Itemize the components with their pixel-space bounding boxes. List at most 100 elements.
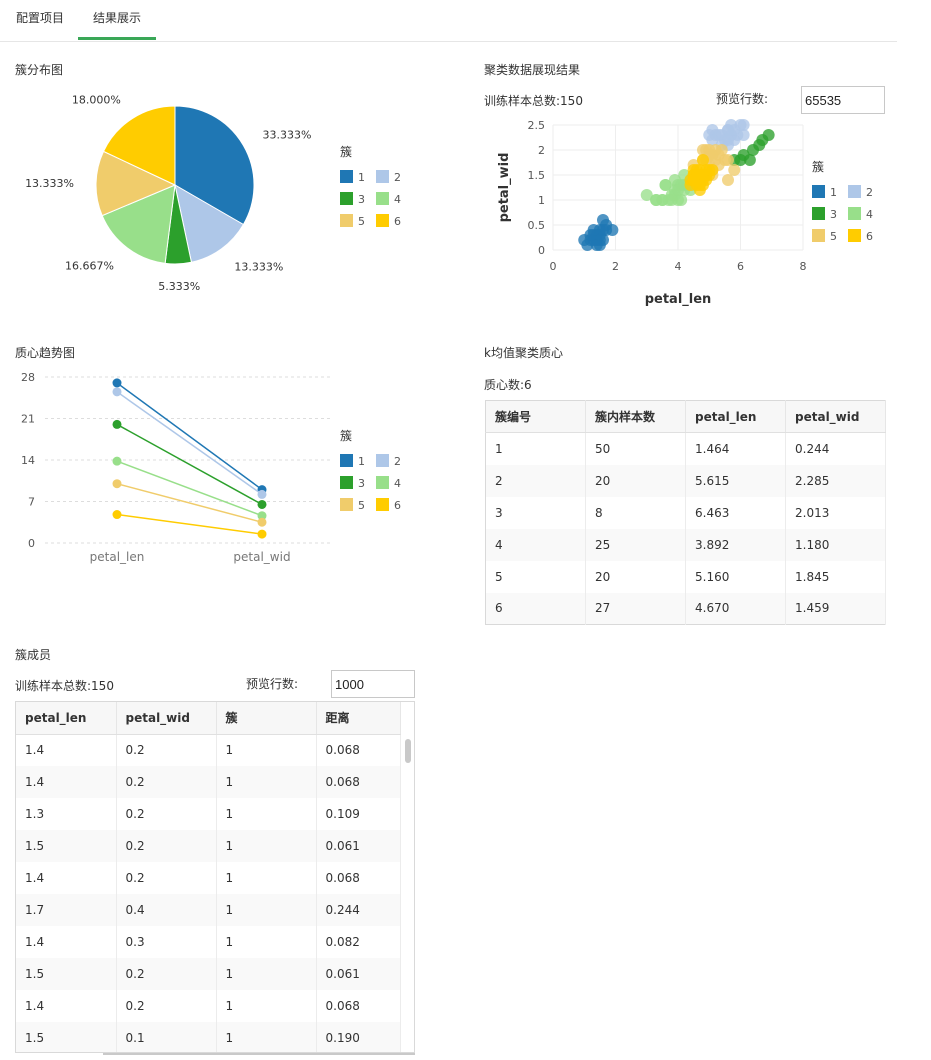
trend-xtick-label: petal_wid <box>233 550 290 564</box>
table-row[interactable]: 1.4 0.2 1 0.068 <box>16 862 401 894</box>
table-cell: 20 <box>585 560 686 593</box>
table-cell: 6.463 <box>685 496 786 529</box>
table-cell: 1.5 <box>16 830 117 862</box>
scatter-xtick-label: 8 <box>800 260 807 273</box>
scatter-preview-label: 预览行数: <box>716 92 769 106</box>
scatter-point-cluster-5 <box>728 164 741 176</box>
column-header[interactable]: 簇 <box>216 702 317 735</box>
table-row[interactable]: 1.4 0.2 1 0.068 <box>16 766 401 798</box>
trend-legend-label-5: 5 <box>358 499 365 512</box>
trend-legend-swatch-5 <box>340 498 353 511</box>
table-row[interactable]: 1.5 0.2 1 0.061 <box>16 958 401 990</box>
pie-slice-6 <box>102 105 176 186</box>
trend-ytick-label: 7 <box>28 496 35 509</box>
trend-line-cluster-3 <box>116 423 263 506</box>
scatter-sample-count: 训练样本总数:150 <box>484 94 583 108</box>
scatter-preview-rows-input[interactable] <box>801 86 885 114</box>
pie-value-label-4: 16.667% <box>65 259 114 272</box>
table-row[interactable]: 1 50 1.464 0.244 <box>485 432 886 465</box>
pie-value-label-2: 13.333% <box>234 261 283 274</box>
scatter-chart-title: 聚类数据展现结果 <box>484 63 581 77</box>
table-cell: 8 <box>585 496 686 529</box>
pie-legend-swatch-1 <box>340 170 353 183</box>
trend-line-cluster-6 <box>116 513 263 535</box>
tab-results[interactable]: 结果展示 <box>78 0 156 40</box>
members-preview-rows-input[interactable] <box>331 670 415 698</box>
horizontal-scrollbar[interactable] <box>103 1053 415 1055</box>
scatter-point-cluster-1 <box>597 224 609 236</box>
trend-xtick-label: petal_len <box>90 550 145 564</box>
trend-line-cluster-5 <box>116 482 263 523</box>
trend-legend-label-6: 6 <box>394 499 401 512</box>
trend-legend-swatch-1 <box>340 454 353 467</box>
members-title: 簇成员 <box>15 648 52 662</box>
trend-legend-swatch-4 <box>376 476 389 489</box>
column-header[interactable]: petal_wid <box>785 400 886 433</box>
table-cell: 5 <box>485 560 586 593</box>
table-cell: 1.5 <box>16 958 117 990</box>
table-row[interactable]: 1.4 0.2 1 0.068 <box>16 990 401 1022</box>
table-cell: 0.061 <box>316 958 401 990</box>
scatter-xtick-label: 6 <box>737 260 744 273</box>
table-cell: 1.3 <box>16 798 117 830</box>
table-cell: 50 <box>585 432 686 465</box>
column-header[interactable]: 簇内样本数 <box>585 400 686 433</box>
scatter-point-cluster-3 <box>762 129 775 141</box>
table-row[interactable]: 6 27 4.670 1.459 <box>485 592 886 625</box>
table-row[interactable]: 1.3 0.2 1 0.109 <box>16 798 401 830</box>
column-header[interactable]: petal_wid <box>116 702 217 735</box>
table-row[interactable]: 1.7 0.4 1 0.244 <box>16 894 401 926</box>
trend-legend-swatch-6 <box>376 498 389 511</box>
column-header[interactable]: petal_len <box>685 400 786 433</box>
pie-legend-swatch-2 <box>376 170 389 183</box>
centroid-count: 质心数:6 <box>484 378 532 392</box>
scatter-point-cluster-6 <box>700 164 713 176</box>
scatter-point-cluster-5 <box>722 154 734 166</box>
members-sample-count: 训练样本总数:150 <box>15 679 114 693</box>
tab-config[interactable]: 配置项目 <box>15 11 64 25</box>
table-cell: 1.180 <box>785 528 886 561</box>
scatter-ytick-label: 1.5 <box>528 169 546 182</box>
scatter-legend-swatch-4 <box>848 207 861 220</box>
scatter-point-cluster-4 <box>672 184 684 196</box>
table-row[interactable]: 1.5 0.1 1 0.190 <box>16 1022 401 1052</box>
pie-value-label-5: 13.333% <box>25 177 74 190</box>
table-cell: 1 <box>216 766 317 798</box>
column-header[interactable]: petal_len <box>16 702 117 735</box>
scatter-point-cluster-5 <box>715 144 728 156</box>
table-row[interactable]: 1.4 0.3 1 0.082 <box>16 926 401 958</box>
column-header[interactable]: 距离 <box>316 702 401 735</box>
table-cell: 1 <box>216 1022 317 1052</box>
scatter-legend-label-3: 3 <box>830 208 837 221</box>
members-table-container: petal_len petal_wid 簇距离 1.4 0.2 1 0.068 1.4 0.2… <box>15 701 415 1053</box>
table-row[interactable]: 5 20 5.160 1.845 <box>485 560 886 593</box>
table-row[interactable]: 1.5 0.2 1 0.061 <box>16 830 401 862</box>
column-header[interactable]: 簇编号 <box>485 400 586 433</box>
pie-legend-label-6: 6 <box>394 215 401 228</box>
table-cell: 4.670 <box>685 592 786 625</box>
pie-chart-title: 簇分布图 <box>15 63 64 77</box>
trend-chart-title: 质心趋势图 <box>15 346 76 360</box>
table-cell: 27 <box>585 592 686 625</box>
pie-slice-2 <box>174 184 245 263</box>
table-cell: 0.082 <box>316 926 401 958</box>
table-cell: 0.068 <box>316 766 401 798</box>
pie-legend-label-2: 2 <box>394 171 401 184</box>
members-table: petal_len petal_wid 簇距离 1.4 0.2 1 0.068 1.4 0.2… <box>16 702 401 1052</box>
table-row[interactable]: 1.4 0.2 1 0.068 <box>16 734 401 766</box>
trend-legend-label-4: 4 <box>394 477 401 490</box>
table-cell: 1 <box>216 734 317 766</box>
scatter-legend-title: 簇 <box>812 159 824 174</box>
pie-legend-label-5: 5 <box>358 215 365 228</box>
table-row[interactable]: 2 20 5.615 2.285 <box>485 464 886 497</box>
vertical-scrollbar[interactable] <box>405 739 411 763</box>
table-cell: 4 <box>485 528 586 561</box>
pie-legend-label-1: 1 <box>358 171 365 184</box>
table-cell: 1 <box>216 830 317 862</box>
scatter-point-cluster-4 <box>659 179 672 191</box>
trend-legend-label-2: 2 <box>394 455 401 468</box>
table-row[interactable]: 3 8 6.463 2.013 <box>485 496 886 529</box>
table-row[interactable]: 4 25 3.892 1.180 <box>485 528 886 561</box>
trend-line-cluster-1 <box>116 382 263 491</box>
pie-chart: 33.333% 13.333% 5.333% 16.667% 13.333% 18.000… <box>25 94 401 293</box>
